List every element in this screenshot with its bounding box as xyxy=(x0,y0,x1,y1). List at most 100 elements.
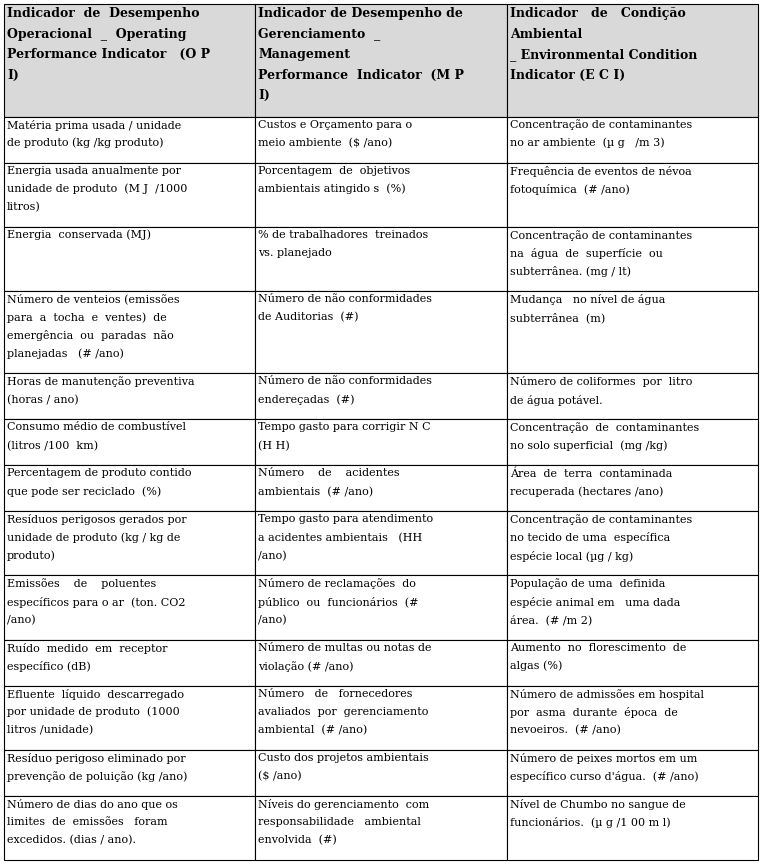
Bar xyxy=(507,291,758,373)
Bar xyxy=(255,226,507,291)
Bar xyxy=(507,162,758,226)
Text: Concentração de contaminantes: Concentração de contaminantes xyxy=(510,514,692,525)
Text: Número de dias do ano que os: Número de dias do ano que os xyxy=(7,799,178,810)
Bar xyxy=(4,162,255,226)
Text: na  água  de  superfície  ou: na água de superfície ou xyxy=(510,248,662,259)
Bar xyxy=(255,686,507,750)
Bar xyxy=(255,639,507,686)
Bar xyxy=(507,373,758,419)
Text: Performance  Indicator  (M P: Performance Indicator (M P xyxy=(258,69,464,82)
Text: excedidos. (dias / ano).: excedidos. (dias / ano). xyxy=(7,835,136,846)
Text: Energia usada anualmente por: Energia usada anualmente por xyxy=(7,166,181,175)
Bar xyxy=(507,750,758,796)
Text: /ano): /ano) xyxy=(7,615,36,626)
Bar xyxy=(4,466,255,511)
Text: Energia  conservada (MJ): Energia conservada (MJ) xyxy=(7,230,151,240)
Bar xyxy=(255,4,507,117)
Text: Número de reclamações  do: Número de reclamações do xyxy=(258,579,416,589)
Text: Indicador  de  Desempenho: Indicador de Desempenho xyxy=(7,7,200,20)
Bar xyxy=(255,466,507,511)
Bar xyxy=(507,575,758,639)
Bar xyxy=(4,291,255,373)
Text: Número de multas ou notas de: Número de multas ou notas de xyxy=(258,643,432,652)
Text: emergência  ou  paradas  não: emergência ou paradas não xyxy=(7,330,174,341)
Text: de água potável.: de água potável. xyxy=(510,395,602,405)
Text: por unidade de produto  (1000: por unidade de produto (1000 xyxy=(7,707,180,717)
Text: litros): litros) xyxy=(7,202,40,213)
Text: específicos para o ar  (ton. CO2: específicos para o ar (ton. CO2 xyxy=(7,597,185,607)
Text: de Auditorias  (#): de Auditorias (#) xyxy=(258,312,359,322)
Text: Concentração  de  contaminantes: Concentração de contaminantes xyxy=(510,422,699,433)
Text: Concentração de contaminantes: Concentração de contaminantes xyxy=(510,119,692,130)
Text: Número de coliformes  por  litro: Número de coliformes por litro xyxy=(510,377,692,387)
Text: prevenção de poluição (kg /ano): prevenção de poluição (kg /ano) xyxy=(7,771,187,782)
Text: % de trabalhadores  treinados: % de trabalhadores treinados xyxy=(258,230,428,239)
Bar xyxy=(4,796,255,860)
Text: /ano): /ano) xyxy=(258,615,287,626)
Bar xyxy=(255,511,507,575)
Text: Indicator (E C I): Indicator (E C I) xyxy=(510,69,625,82)
Text: Operacional  _  Operating: Operacional _ Operating xyxy=(7,28,187,41)
Text: Nível de Chumbo no sangue de: Nível de Chumbo no sangue de xyxy=(510,799,685,810)
Text: /ano): /ano) xyxy=(258,550,287,561)
Text: no tecido de uma  específica: no tecido de uma específica xyxy=(510,532,670,543)
Text: vs. planejado: vs. planejado xyxy=(258,248,332,258)
Text: Frequência de eventos de névoa: Frequência de eventos de névoa xyxy=(510,166,691,176)
Bar xyxy=(507,466,758,511)
Text: recuperada (hectares /ano): recuperada (hectares /ano) xyxy=(510,486,663,497)
Bar xyxy=(255,117,507,162)
Text: (H H): (H H) xyxy=(258,441,290,451)
Text: produto): produto) xyxy=(7,550,56,562)
Text: responsabilidade   ambiental: responsabilidade ambiental xyxy=(258,817,421,827)
Text: no ar ambiente  (µ g   /m 3): no ar ambiente (µ g /m 3) xyxy=(510,137,664,149)
Text: Número   de   fornecedores: Número de fornecedores xyxy=(258,689,413,699)
Text: planejadas   (# /ano): planejadas (# /ano) xyxy=(7,348,124,359)
Bar xyxy=(255,291,507,373)
Text: que pode ser reciclado  (%): que pode ser reciclado (%) xyxy=(7,486,162,497)
Text: violação (# /ano): violação (# /ano) xyxy=(258,661,354,671)
Text: no solo superficial  (mg /kg): no solo superficial (mg /kg) xyxy=(510,441,668,451)
Bar xyxy=(507,4,758,117)
Text: I): I) xyxy=(7,69,19,82)
Text: Número de não conformidades: Número de não conformidades xyxy=(258,377,432,386)
Text: algas (%): algas (%) xyxy=(510,661,562,671)
Text: I): I) xyxy=(258,90,271,103)
Text: Ruído  medido  em  receptor: Ruído medido em receptor xyxy=(7,643,168,654)
Text: Resíduo perigoso eliminado por: Resíduo perigoso eliminado por xyxy=(7,753,186,764)
Text: Concentração de contaminantes: Concentração de contaminantes xyxy=(510,230,692,240)
Bar xyxy=(255,373,507,419)
Text: População de uma  definida: População de uma definida xyxy=(510,579,665,589)
Text: Consumo médio de combustível: Consumo médio de combustível xyxy=(7,422,186,432)
Bar xyxy=(507,226,758,291)
Bar xyxy=(507,117,758,162)
Text: avaliados  por  gerenciamento: avaliados por gerenciamento xyxy=(258,707,429,717)
Text: Indicador   de   Condição: Indicador de Condição xyxy=(510,7,685,20)
Text: Número de peixes mortos em um: Número de peixes mortos em um xyxy=(510,753,697,764)
Text: por  asma  durante  época  de: por asma durante época de xyxy=(510,707,677,718)
Text: Performance Indicator   (O P: Performance Indicator (O P xyxy=(7,48,210,61)
Text: _ Environmental Condition: _ Environmental Condition xyxy=(510,48,697,61)
Bar xyxy=(4,419,255,466)
Bar xyxy=(507,511,758,575)
Text: Matéria prima usada / unidade: Matéria prima usada / unidade xyxy=(7,119,181,130)
Text: Gerenciamento  _: Gerenciamento _ xyxy=(258,28,380,41)
Text: subterrânea. (mg / lt): subterrânea. (mg / lt) xyxy=(510,266,631,277)
Bar xyxy=(4,639,255,686)
Text: Níveis do gerenciamento  com: Níveis do gerenciamento com xyxy=(258,799,430,810)
Text: Emissões    de    poluentes: Emissões de poluentes xyxy=(7,579,156,589)
Text: específico (dB): específico (dB) xyxy=(7,661,91,672)
Text: Horas de manutenção preventiva: Horas de manutenção preventiva xyxy=(7,377,194,387)
Text: meio ambiente  ($ /ano): meio ambiente ($ /ano) xyxy=(258,137,392,148)
Text: unidade de produto  (M J  /1000: unidade de produto (M J /1000 xyxy=(7,184,187,194)
Bar xyxy=(507,686,758,750)
Text: (horas / ano): (horas / ano) xyxy=(7,395,78,405)
Bar xyxy=(4,117,255,162)
Text: Número de admissões em hospital: Número de admissões em hospital xyxy=(510,689,703,700)
Bar xyxy=(4,4,255,117)
Text: envolvida  (#): envolvida (#) xyxy=(258,835,337,846)
Text: Custo dos projetos ambientais: Custo dos projetos ambientais xyxy=(258,753,429,763)
Text: Ambiental: Ambiental xyxy=(510,28,582,41)
Bar xyxy=(255,419,507,466)
Text: funcionários.  (µ g /1 00 m l): funcionários. (µ g /1 00 m l) xyxy=(510,817,671,828)
Text: público  ou  funcionários  (#: público ou funcionários (# xyxy=(258,597,419,607)
